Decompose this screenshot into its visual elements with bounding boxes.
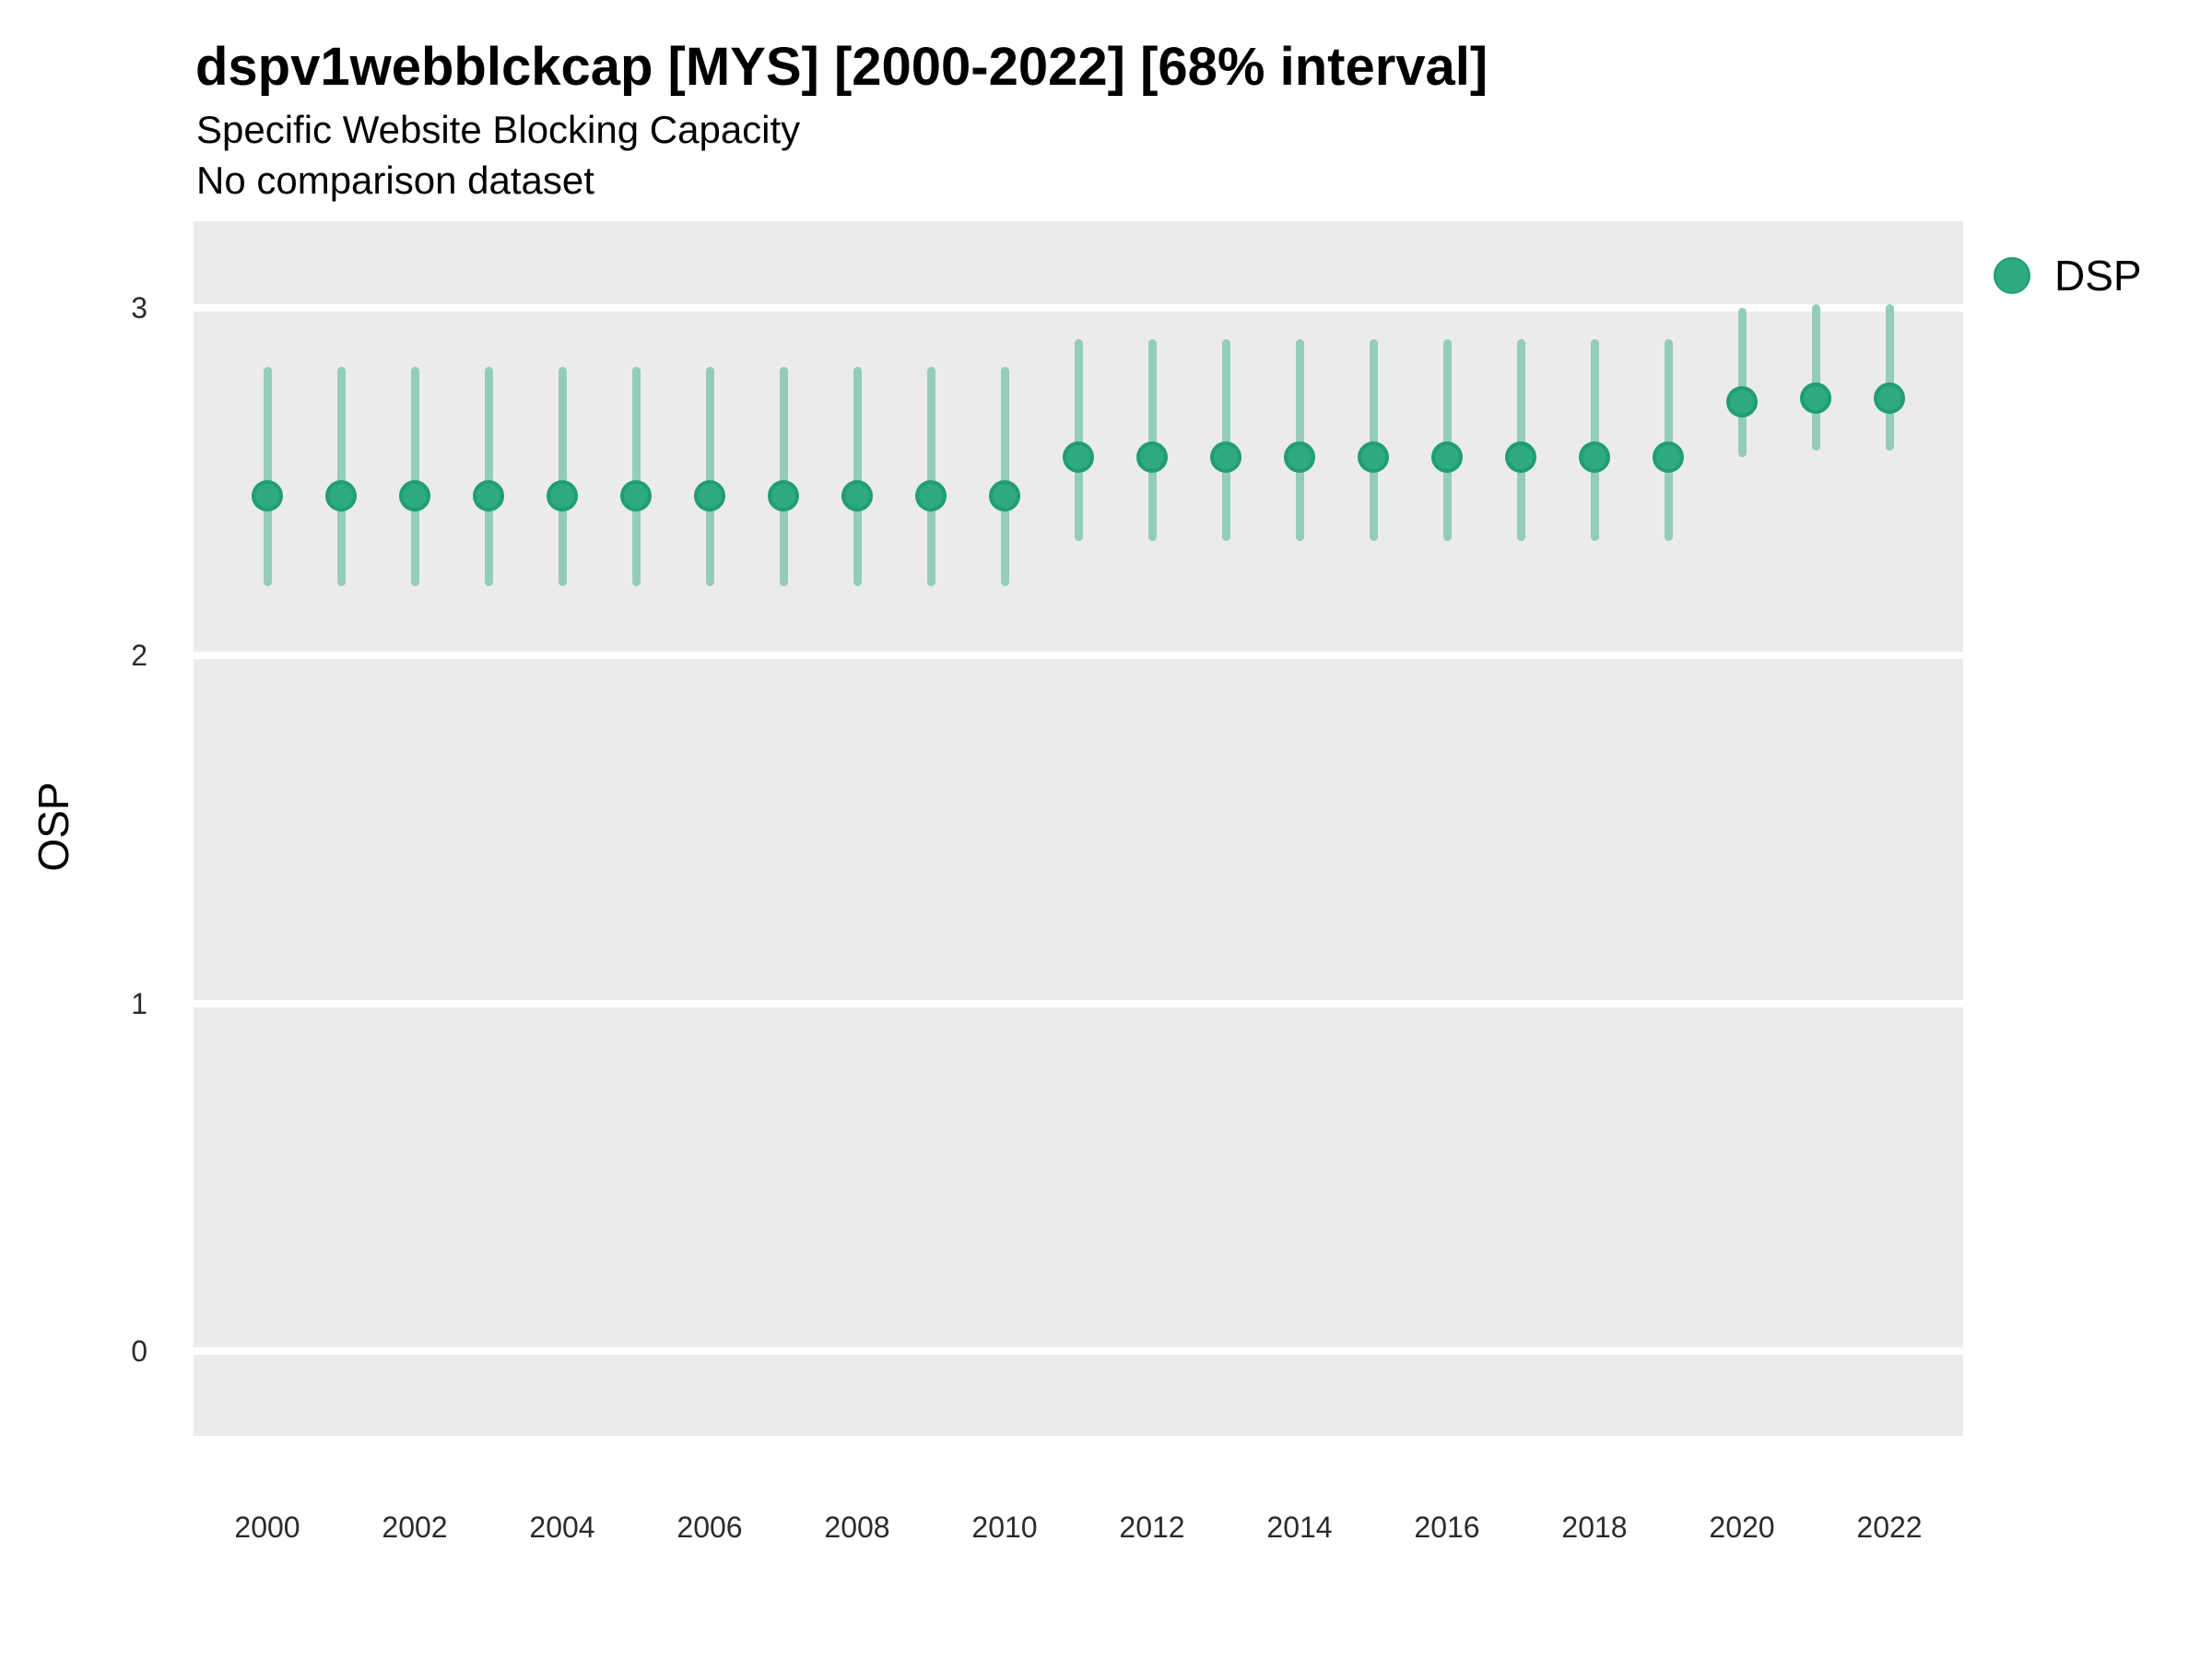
- chart-subtitle: Specific Website Blocking Capacity: [196, 108, 801, 151]
- data-point-2015: [1358, 441, 1389, 474]
- data-point-2020: [1726, 385, 1758, 418]
- x-tick-label-2008: 2008: [824, 1511, 890, 1544]
- y-axis-title: OSP: [29, 782, 77, 872]
- gridline-y-1: [194, 999, 1963, 1007]
- data-point-2003: [473, 479, 504, 512]
- data-point-2012: [1136, 441, 1168, 474]
- x-tick-label-2006: 2006: [677, 1511, 743, 1544]
- x-tick-label-2004: 2004: [529, 1511, 595, 1544]
- interval-bar-2010: [1000, 367, 1009, 586]
- x-tick-label-2002: 2002: [382, 1511, 448, 1544]
- interval-bar-2021: [1811, 304, 1820, 451]
- interval-bar-2013: [1221, 338, 1230, 541]
- data-point-2016: [1431, 441, 1463, 474]
- data-point-2004: [547, 479, 578, 512]
- data-point-2014: [1284, 441, 1315, 474]
- interval-bar-2014: [1295, 338, 1304, 541]
- chart-note: No comparison dataset: [196, 159, 594, 202]
- legend-point-icon: [1994, 257, 2030, 294]
- data-point-2007: [768, 479, 799, 512]
- chart-title: dspv1webblckcap [MYS] [2000-2022] [68% i…: [195, 37, 1488, 97]
- interval-bar-2001: [336, 367, 346, 586]
- y-tick-label-1: 1: [131, 986, 147, 1020]
- y-tick-label-0: 0: [131, 1334, 147, 1368]
- data-point-2011: [1063, 441, 1094, 474]
- interval-bar-2017: [1516, 338, 1525, 541]
- interval-bar-2004: [558, 367, 567, 586]
- interval-bar-2008: [853, 367, 862, 586]
- data-point-2018: [1579, 441, 1610, 474]
- x-tick-label-2016: 2016: [1414, 1511, 1480, 1544]
- data-point-2021: [1800, 382, 1831, 415]
- data-point-2010: [989, 479, 1020, 512]
- y-tick-label-3: 3: [131, 291, 147, 324]
- data-point-2019: [1653, 441, 1684, 474]
- interval-bar-2018: [1590, 338, 1599, 541]
- legend: DSP: [1994, 251, 2142, 300]
- interval-bar-2012: [1147, 338, 1157, 541]
- gridline-y-0: [194, 1347, 1963, 1355]
- data-point-2017: [1505, 441, 1536, 474]
- data-point-2013: [1210, 441, 1241, 474]
- interval-bar-2019: [1664, 338, 1673, 541]
- x-tick-label-2014: 2014: [1266, 1511, 1333, 1544]
- interval-bar-2007: [779, 367, 788, 586]
- data-point-2005: [620, 479, 652, 512]
- interval-bar-2020: [1737, 308, 1747, 458]
- data-point-2009: [915, 479, 947, 512]
- plot-panel: [194, 221, 1963, 1436]
- data-point-2002: [399, 479, 430, 512]
- data-point-2022: [1874, 382, 1905, 415]
- y-tick-label-2: 2: [131, 639, 147, 673]
- x-tick-label-2022: 2022: [1856, 1511, 1923, 1544]
- data-point-2006: [694, 479, 725, 512]
- interval-bar-2009: [926, 367, 935, 586]
- x-tick-label-2000: 2000: [234, 1511, 300, 1544]
- data-point-2001: [325, 479, 357, 512]
- interval-bar-2011: [1074, 338, 1083, 541]
- gridline-y-3: [194, 304, 1963, 312]
- interval-bar-2002: [410, 367, 419, 586]
- x-tick-label-2018: 2018: [1561, 1511, 1628, 1544]
- x-tick-label-2012: 2012: [1119, 1511, 1185, 1544]
- x-tick-label-2010: 2010: [971, 1511, 1038, 1544]
- interval-bar-2022: [1885, 304, 1894, 451]
- gridline-y-2: [194, 652, 1963, 660]
- interval-bar-2000: [263, 367, 272, 586]
- interval-bar-2006: [705, 367, 714, 586]
- x-tick-label-2020: 2020: [1709, 1511, 1775, 1544]
- data-point-2000: [252, 479, 283, 512]
- data-point-2008: [841, 479, 873, 512]
- interval-bar-2016: [1442, 338, 1452, 541]
- legend-label: DSP: [2054, 252, 2142, 300]
- interval-bar-2015: [1369, 338, 1378, 541]
- interval-bar-2003: [484, 367, 493, 586]
- interval-bar-2005: [631, 367, 641, 586]
